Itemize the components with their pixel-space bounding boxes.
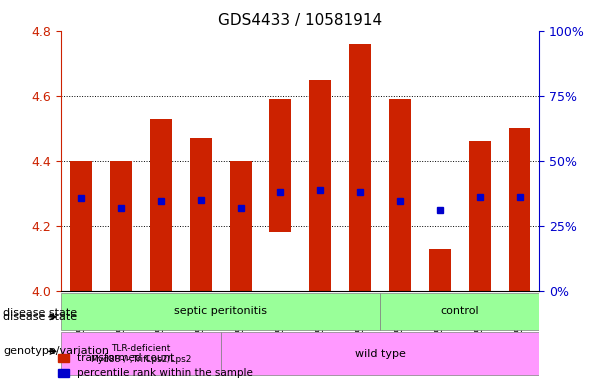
- Bar: [310, 79, 331, 291]
- Bar: [469, 141, 490, 291]
- Bar: [270, 99, 291, 232]
- Bar: [349, 44, 371, 291]
- Bar: [509, 128, 530, 291]
- Bar: [429, 249, 451, 291]
- FancyBboxPatch shape: [221, 333, 539, 376]
- FancyBboxPatch shape: [61, 333, 221, 376]
- Bar: [389, 99, 411, 291]
- Title: GDS4433 / 10581914: GDS4433 / 10581914: [218, 13, 383, 28]
- Bar: [190, 138, 211, 291]
- Bar: [70, 161, 92, 291]
- Text: wild type: wild type: [355, 349, 405, 359]
- Text: disease state: disease state: [3, 312, 77, 322]
- Bar: [230, 161, 251, 291]
- Bar: [110, 161, 132, 291]
- Text: genotype/variation: genotype/variation: [3, 346, 109, 356]
- Bar: [150, 119, 172, 291]
- Text: septic peritonitis: septic peritonitis: [174, 306, 267, 316]
- Text: disease state: disease state: [3, 308, 77, 318]
- Text: TLR-deficient
Myd88-/-;TrifLps2/Lps2: TLR-deficient Myd88-/-;TrifLps2/Lps2: [90, 344, 192, 364]
- FancyBboxPatch shape: [61, 293, 380, 329]
- FancyBboxPatch shape: [380, 293, 539, 329]
- Text: control: control: [440, 306, 479, 316]
- Legend: transformed count, percentile rank within the sample: transformed count, percentile rank withi…: [54, 349, 257, 382]
